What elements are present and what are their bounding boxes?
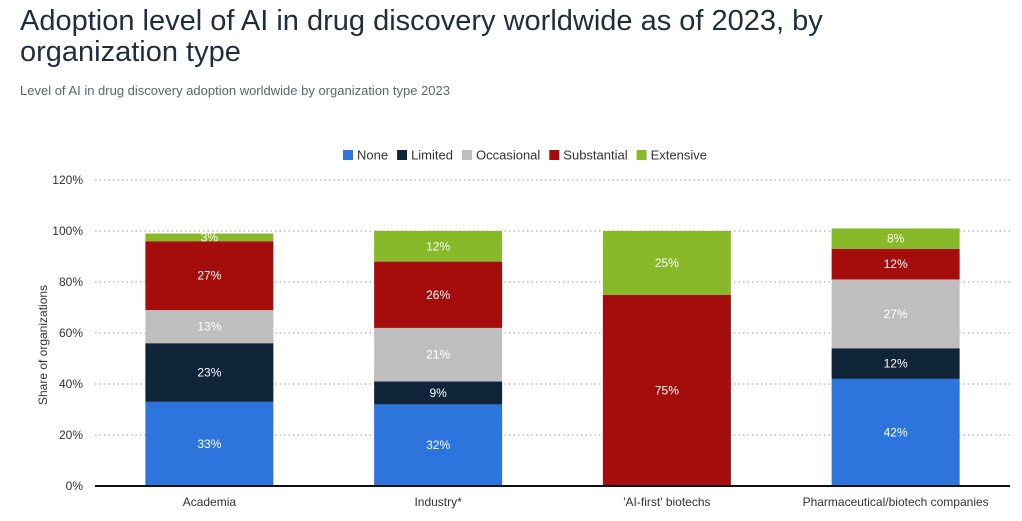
data-label: 9%	[429, 386, 447, 400]
y-tick-label: 100%	[52, 224, 83, 238]
bar-substantial	[374, 261, 503, 328]
x-tick-label: Pharmaceutical/biotech companies	[803, 495, 989, 509]
x-tick-label: Academia	[183, 495, 237, 509]
legend-label: Extensive	[651, 148, 707, 163]
bar-occasional	[831, 279, 960, 349]
y-tick-label: 0%	[66, 479, 84, 493]
bar-limited	[374, 381, 503, 405]
y-tick-label: 80%	[59, 275, 83, 289]
bar-occasional	[145, 310, 274, 344]
y-tick-label: 20%	[59, 428, 83, 442]
chart-subtitle: Level of AI in drug discovery adoption w…	[20, 83, 450, 98]
x-tick-label: 'AI-first' biotechs	[623, 495, 710, 509]
data-label: 8%	[887, 232, 905, 246]
bar-limited	[831, 348, 960, 379]
bar-extensive	[831, 228, 960, 249]
y-tick-label: 120%	[52, 173, 83, 187]
data-label: 25%	[655, 256, 679, 270]
x-tick-label: Industry*	[414, 495, 462, 509]
data-label: 12%	[884, 357, 908, 371]
bar-occasional	[374, 327, 503, 382]
bar-extensive	[374, 231, 503, 262]
y-tick-label: 40%	[59, 377, 83, 391]
data-label: 21%	[426, 348, 450, 362]
bar-none	[374, 404, 503, 486]
bar-substantial	[602, 294, 731, 486]
data-label: 26%	[426, 288, 450, 302]
data-label: 23%	[197, 366, 221, 380]
data-label: 13%	[197, 320, 221, 334]
y-axis-title: Share of organizations	[36, 285, 50, 405]
data-label: 12%	[884, 257, 908, 271]
data-label: 42%	[884, 425, 908, 439]
bar-substantial	[145, 241, 274, 311]
legend-swatch	[342, 150, 353, 160]
data-label: 32%	[426, 438, 450, 452]
legend-label: Occasional	[476, 148, 540, 163]
bar-extensive	[145, 233, 274, 242]
data-label: 3%	[201, 230, 219, 244]
legend-swatch	[461, 150, 472, 160]
data-label: 27%	[884, 307, 908, 321]
legend-label: Substantial	[563, 148, 627, 163]
bar-none	[145, 401, 274, 486]
legend-swatch	[549, 150, 560, 160]
data-label: 33%	[197, 437, 221, 451]
legend-swatch	[636, 150, 647, 160]
bar-extensive	[602, 231, 731, 295]
bar-substantial	[831, 248, 960, 280]
legend-swatch	[397, 150, 408, 160]
legend-label: Limited	[411, 148, 453, 163]
bar-limited	[145, 343, 274, 402]
chart-title: Adoption level of AI in drug discovery w…	[20, 5, 823, 68]
y-tick-label: 60%	[59, 326, 83, 340]
data-label: 27%	[197, 269, 221, 283]
legend-label: None	[357, 148, 388, 163]
data-label: 75%	[655, 383, 679, 397]
data-label: 12%	[426, 239, 450, 253]
bar-none	[831, 378, 960, 486]
